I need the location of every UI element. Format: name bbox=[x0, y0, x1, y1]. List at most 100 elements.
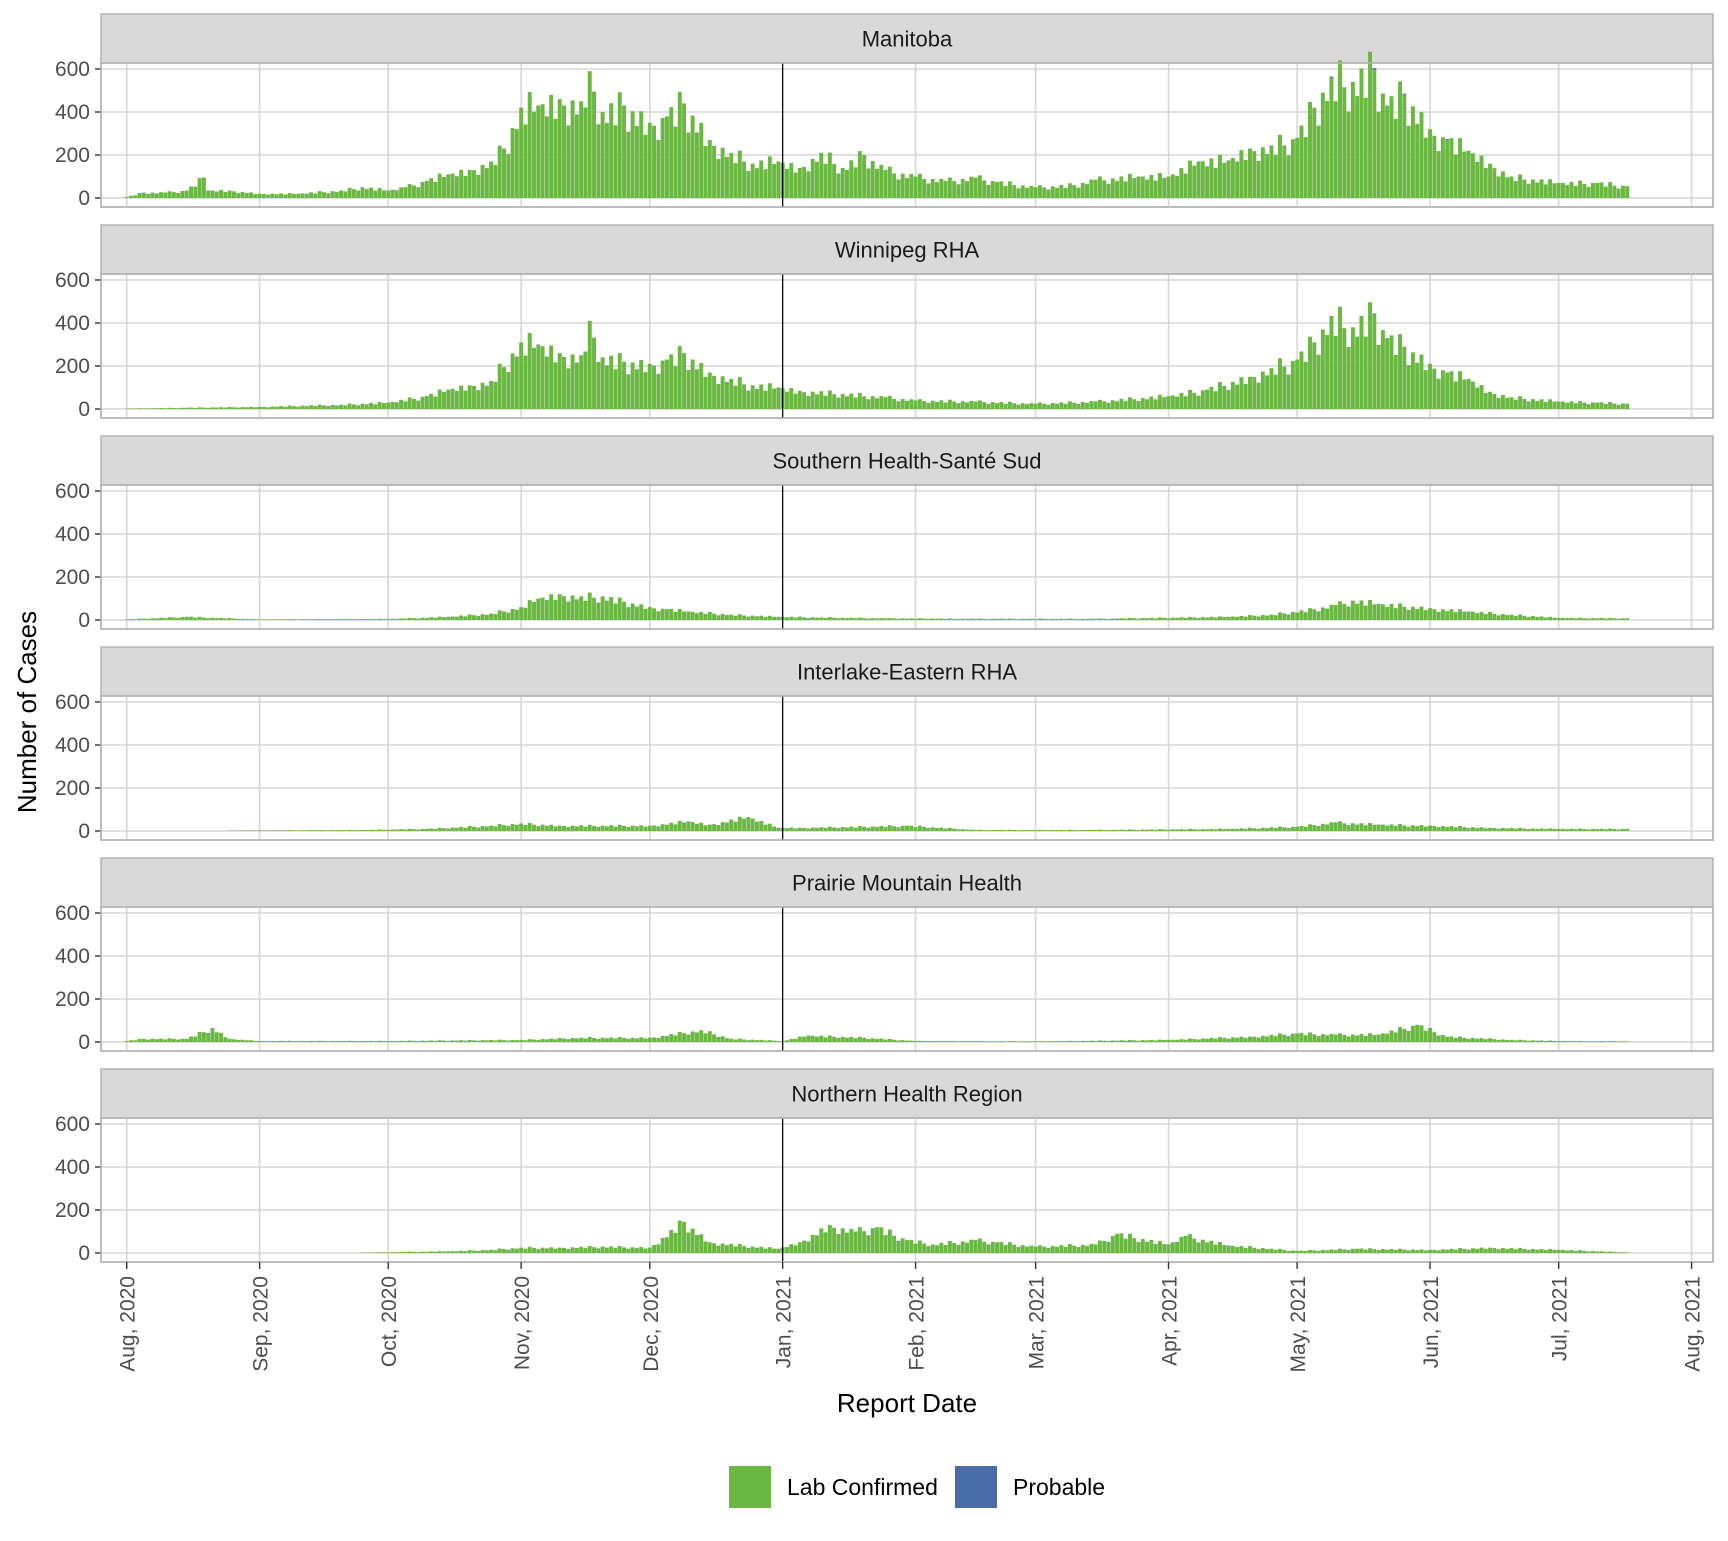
bar-lab-confirmed bbox=[836, 173, 840, 198]
bar-lab-confirmed bbox=[386, 403, 390, 409]
bar-lab-confirmed bbox=[901, 826, 905, 831]
bar-lab-confirmed bbox=[1574, 829, 1578, 831]
bar-lab-confirmed bbox=[1235, 829, 1239, 831]
bar-lab-confirmed bbox=[339, 619, 343, 620]
bar-lab-confirmed bbox=[656, 140, 660, 198]
bar-lab-confirmed bbox=[189, 186, 193, 198]
bar-lab-confirmed bbox=[579, 825, 583, 831]
bar-lab-confirmed bbox=[365, 404, 369, 409]
bar-lab-confirmed bbox=[986, 619, 990, 620]
bar-lab-confirmed bbox=[1051, 830, 1055, 831]
bar-lab-confirmed bbox=[819, 617, 823, 620]
bar-lab-confirmed bbox=[438, 1040, 442, 1042]
bar-lab-confirmed bbox=[832, 394, 836, 409]
bar-lab-confirmed bbox=[613, 369, 617, 409]
bar-lab-confirmed bbox=[622, 106, 626, 198]
bar-lab-confirmed bbox=[476, 616, 480, 620]
bar-lab-confirmed bbox=[1012, 619, 1016, 620]
bar-lab-confirmed bbox=[536, 106, 540, 198]
bar-lab-confirmed bbox=[412, 1041, 416, 1042]
bar-lab-confirmed bbox=[1385, 106, 1389, 198]
bar-lab-confirmed bbox=[1608, 829, 1612, 831]
bar-lab-confirmed bbox=[909, 174, 913, 198]
bar-lab-confirmed bbox=[841, 168, 845, 198]
bar-lab-confirmed bbox=[609, 1246, 613, 1253]
bar-lab-confirmed bbox=[1338, 821, 1342, 831]
bar-lab-confirmed bbox=[1282, 613, 1286, 620]
bar-lab-confirmed bbox=[301, 193, 305, 198]
bar-lab-confirmed bbox=[1205, 829, 1209, 831]
bar-lab-confirmed bbox=[1175, 1040, 1179, 1042]
bar-lab-confirmed bbox=[746, 171, 750, 198]
bar-lab-confirmed bbox=[326, 1041, 330, 1042]
bar-lab-confirmed bbox=[661, 609, 665, 620]
bar-lab-confirmed bbox=[502, 149, 506, 198]
bar-lab-confirmed bbox=[1612, 1252, 1616, 1253]
bar-lab-confirmed bbox=[1540, 1249, 1544, 1253]
bar-lab-confirmed bbox=[241, 619, 245, 620]
bar-lab-confirmed bbox=[738, 1039, 742, 1042]
bar-lab-confirmed bbox=[1497, 176, 1501, 198]
bar-lab-confirmed bbox=[1162, 829, 1166, 831]
bar-lab-confirmed bbox=[1462, 612, 1466, 620]
bar-lab-confirmed bbox=[866, 1039, 870, 1042]
bar-lab-confirmed bbox=[1505, 177, 1509, 198]
x-tick-label: Jun, 2021 bbox=[1420, 1276, 1443, 1368]
bar-lab-confirmed bbox=[1304, 362, 1308, 409]
bar-lab-confirmed bbox=[1570, 829, 1574, 831]
bar-lab-confirmed bbox=[579, 101, 583, 198]
bar-lab-confirmed bbox=[815, 828, 819, 831]
bar-lab-confirmed bbox=[416, 401, 420, 409]
bar-lab-confirmed bbox=[802, 617, 806, 620]
bar-lab-confirmed bbox=[1192, 1039, 1196, 1042]
bar-lab-confirmed bbox=[159, 408, 163, 409]
bar-lab-confirmed bbox=[236, 619, 240, 620]
bar-lab-confirmed bbox=[442, 617, 446, 620]
bar-lab-confirmed bbox=[1209, 1038, 1213, 1042]
bar-lab-confirmed bbox=[1552, 829, 1556, 831]
bar-lab-confirmed bbox=[129, 408, 133, 409]
bar-lab-confirmed bbox=[1299, 826, 1303, 831]
bar-lab-confirmed bbox=[854, 398, 858, 409]
bar-lab-confirmed bbox=[1119, 399, 1123, 409]
bar-lab-confirmed bbox=[558, 1248, 562, 1253]
bar-lab-confirmed bbox=[493, 165, 497, 198]
bar-lab-confirmed bbox=[1355, 604, 1359, 620]
bar-lab-confirmed bbox=[1612, 1041, 1616, 1042]
bar-lab-confirmed bbox=[1077, 404, 1081, 409]
bar-lab-confirmed bbox=[446, 1251, 450, 1253]
bar-lab-confirmed bbox=[755, 1248, 759, 1253]
bar-lab-confirmed bbox=[1411, 1250, 1415, 1253]
bar-lab-confirmed bbox=[1248, 149, 1252, 198]
bar-lab-confirmed bbox=[382, 1252, 386, 1253]
bar-lab-confirmed bbox=[318, 191, 322, 198]
bar-lab-confirmed bbox=[339, 405, 343, 409]
bar-lab-confirmed bbox=[1077, 1041, 1081, 1042]
bar-lab-confirmed bbox=[1282, 145, 1286, 198]
bar-lab-confirmed bbox=[1064, 1041, 1068, 1042]
bar-lab-confirmed bbox=[896, 619, 900, 620]
bar-lab-confirmed bbox=[1021, 830, 1025, 831]
bar-lab-confirmed bbox=[1158, 395, 1162, 409]
bar-lab-confirmed bbox=[1072, 185, 1076, 198]
bar-lab-confirmed bbox=[1167, 830, 1171, 831]
bar-lab-confirmed bbox=[511, 609, 515, 620]
bar-lab-confirmed bbox=[682, 822, 686, 831]
bar-lab-confirmed bbox=[1428, 364, 1432, 409]
bar-lab-confirmed bbox=[1462, 827, 1466, 831]
bar-lab-confirmed bbox=[1051, 1041, 1055, 1042]
bar-lab-confirmed bbox=[369, 619, 373, 620]
bar-lab-confirmed bbox=[618, 353, 622, 409]
bar-lab-confirmed bbox=[1617, 189, 1621, 198]
bar-lab-confirmed bbox=[609, 825, 613, 831]
bar-lab-confirmed bbox=[729, 153, 733, 198]
bar-lab-confirmed bbox=[1492, 828, 1496, 831]
bar-lab-confirmed bbox=[429, 617, 433, 620]
bar-lab-confirmed bbox=[1342, 604, 1346, 620]
bar-lab-confirmed bbox=[776, 161, 780, 198]
bar-lab-confirmed bbox=[802, 392, 806, 409]
bar-lab-confirmed bbox=[352, 189, 356, 198]
bar-lab-confirmed bbox=[854, 618, 858, 620]
bar-lab-confirmed bbox=[1415, 1250, 1419, 1253]
x-tick-label: May, 2021 bbox=[1287, 1276, 1310, 1373]
